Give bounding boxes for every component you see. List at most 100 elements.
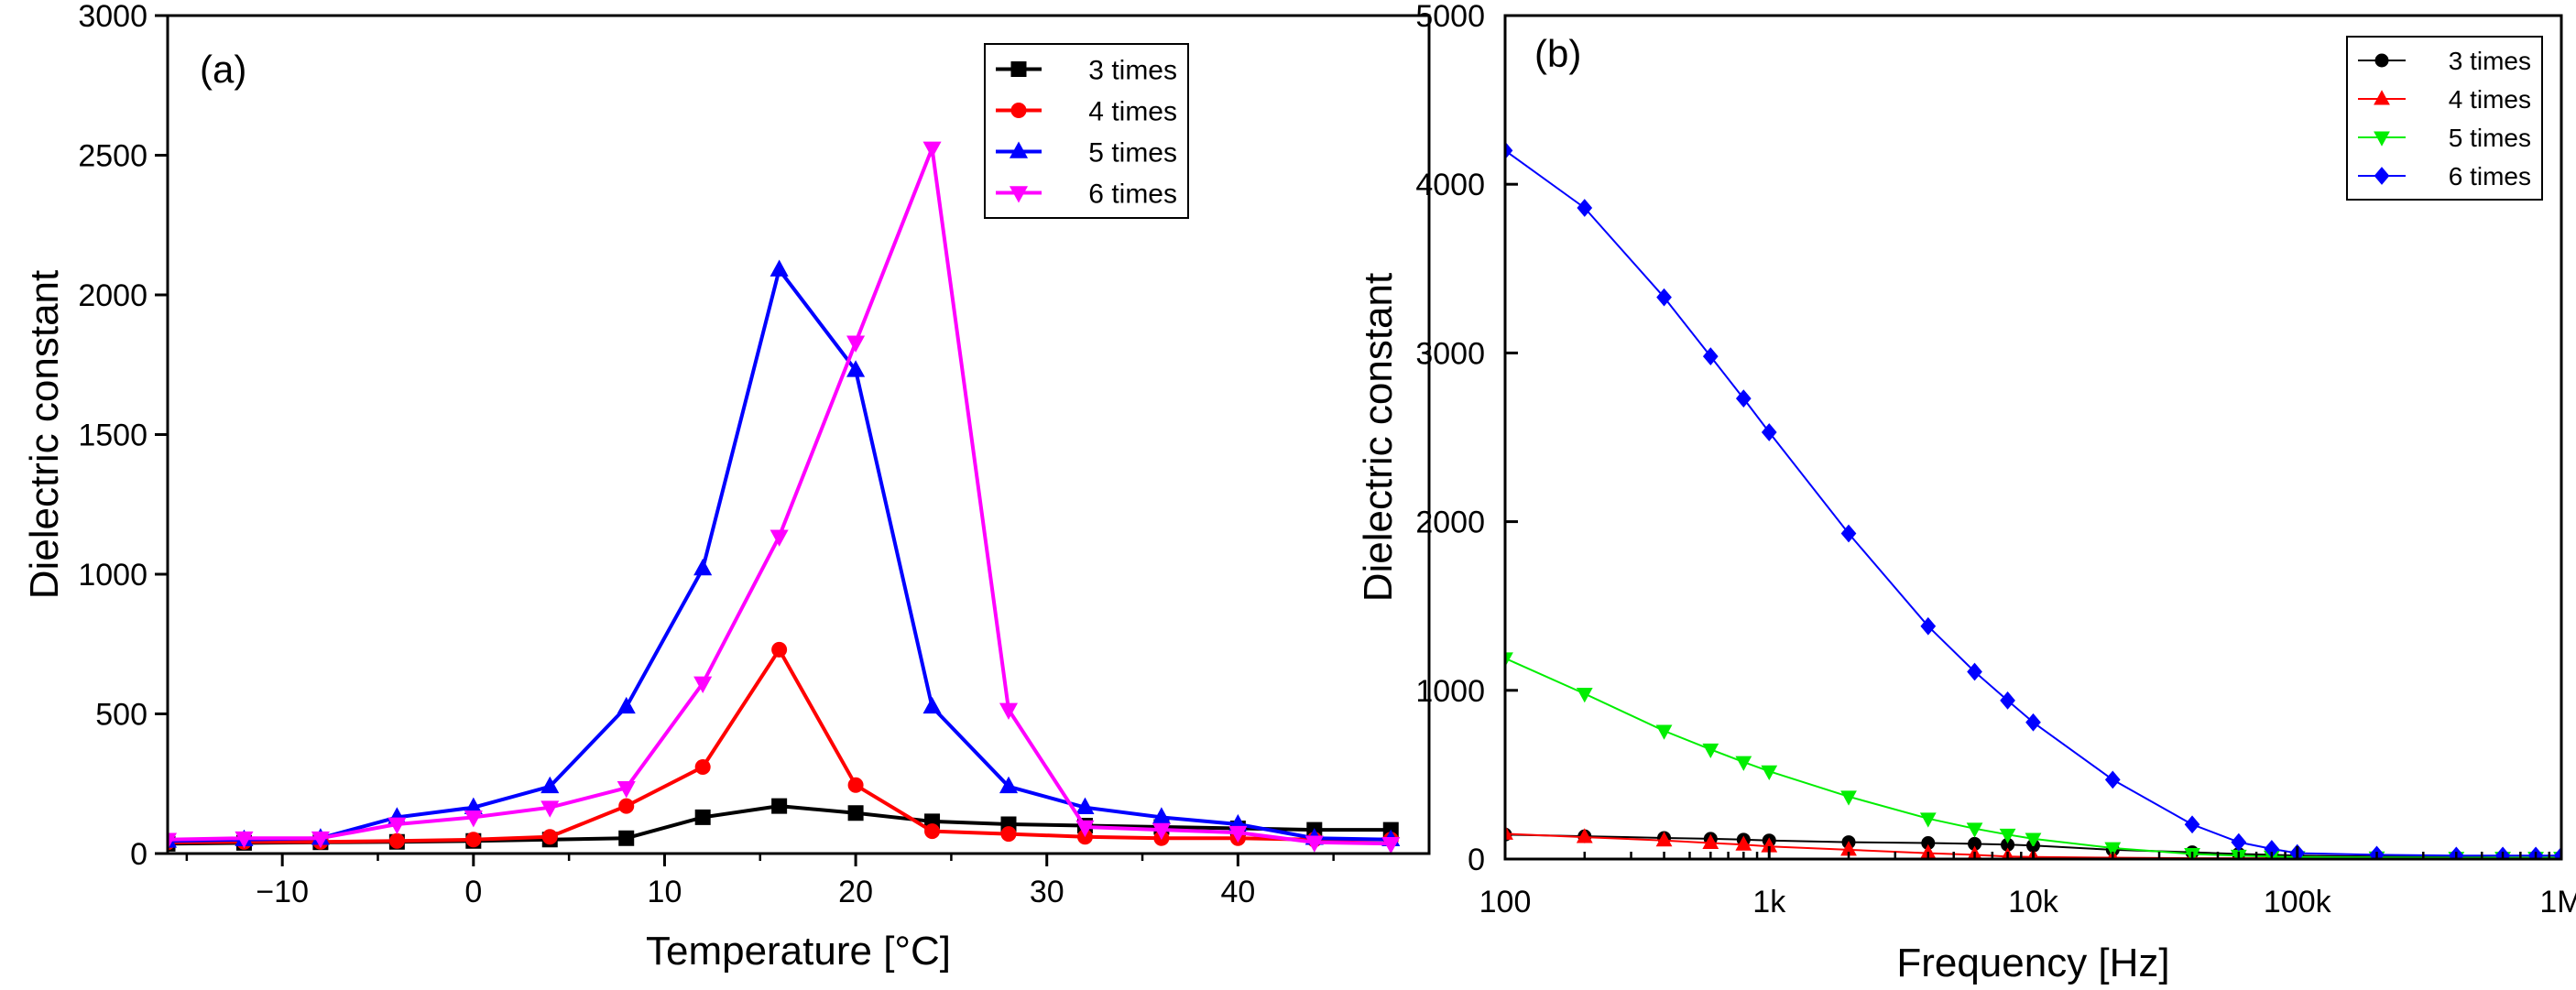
x-tick-label: 1k: [1752, 885, 1786, 919]
data-point-4-times: [1000, 826, 1017, 843]
x-tick-label: 20: [838, 875, 873, 909]
data-point-6-times: [1735, 389, 1752, 408]
data-point-4-times: [1576, 828, 1593, 843]
series-6-times: [168, 141, 1401, 854]
data-point-3-times: [847, 805, 864, 821]
series-4-times: [168, 641, 1399, 851]
data-point-4-times: [1655, 831, 1673, 847]
legend-label-3-times: 3 times: [2449, 47, 2531, 75]
y-tick-label: 0: [1468, 843, 1485, 877]
series-layer-b: [1505, 141, 2561, 859]
data-point-4-times: [1505, 824, 1513, 840]
y-tick-label: 2500: [78, 139, 147, 174]
legend-label-6-times: 6 times: [2449, 162, 2531, 190]
data-point-6-times: [1761, 423, 1777, 441]
legend-marker-5-times: [1009, 141, 1029, 158]
data-point-6-times: [235, 831, 254, 849]
y-tick-label: 3000: [1415, 336, 1485, 371]
chart-panel-a: 0 500 1000 1500 2000 2500 3000 −10 0 10 20 30 40 (a)…: [22, 0, 1431, 974]
series-line-6-times: [168, 146, 1392, 846]
ticks-layer-b: 0 1000 2000 3000 4000 5000 100 1k 10k 100k 1M: [1415, 0, 2576, 919]
legend-marker-3-times: [2374, 53, 2389, 68]
data-point-5-times: [2104, 842, 2122, 857]
x-tick-label: 1M: [2539, 885, 2576, 919]
legend-label-5-times: 5 times: [1088, 137, 1177, 168]
data-point-4-times: [771, 641, 788, 658]
data-point-5-times: [922, 696, 942, 714]
y-tick-label: 1500: [78, 419, 147, 453]
legend-label-4-times: 4 times: [2449, 85, 2531, 114]
data-point-6-times: [2025, 713, 2041, 732]
data-point-6-times: [1702, 347, 1719, 365]
data-point-6-times: [2184, 815, 2200, 834]
y-tick-label: 500: [95, 698, 147, 733]
data-point-6-times: [168, 832, 178, 850]
y-tick-label: 2000: [1415, 506, 1485, 540]
legend-marker-6-times: [2374, 167, 2390, 185]
data-point-5-times: [1735, 756, 1752, 771]
data-point-6-times: [1381, 837, 1401, 854]
data-point-6-times: [2000, 691, 2015, 710]
data-point-6-times: [2553, 846, 2561, 859]
data-point-3-times: [694, 809, 711, 825]
legend-label-5-times: 5 times: [2449, 124, 2531, 152]
x-tick-label: 30: [1030, 875, 1064, 909]
y-tick-label: 0: [130, 837, 147, 872]
data-point-6-times: [387, 817, 407, 835]
y-tick-label: 1000: [78, 558, 147, 593]
data-point-6-times: [1075, 820, 1095, 838]
legend-label-4-times: 4 times: [1088, 96, 1177, 126]
data-point-6-times: [1304, 835, 1324, 853]
ticks-layer-a: 0 500 1000 1500 2000 2500 3000 −10 0 10 20 30 40: [78, 0, 1335, 909]
data-point-5-times: [1761, 765, 1778, 781]
legend-label-6-times: 6 times: [1088, 179, 1177, 209]
data-point-5-times: [2025, 832, 2042, 848]
data-point-4-times: [1702, 833, 1719, 849]
y-tick-label: 3000: [78, 0, 147, 34]
legend-marker-4-times: [2374, 90, 2390, 105]
series-line-5-times: [1505, 657, 2561, 859]
data-point-5-times: [1702, 743, 1719, 759]
data-point-6-times: [311, 831, 330, 849]
data-point-6-times: [1152, 822, 1171, 841]
data-point-5-times: [1075, 797, 1095, 814]
data-point-5-times: [846, 360, 866, 377]
data-point-3-times: [2001, 837, 2015, 852]
data-point-6-times: [1577, 199, 1593, 217]
data-point-6-times: [1505, 141, 1513, 160]
data-point-6-times: [1228, 825, 1248, 843]
data-point-6-times: [1840, 524, 1857, 543]
data-point-4-times: [465, 832, 482, 848]
panel-label-b: (b): [1534, 32, 1581, 75]
data-point-6-times: [2231, 832, 2247, 852]
data-point-5-times: [1999, 828, 2016, 844]
y-axis-title-b: Dielectric constant: [1356, 273, 1401, 602]
y-axis-title-a: Dielectric constant: [22, 270, 67, 599]
x-tick-label: 0: [464, 875, 482, 909]
data-point-5-times: [617, 696, 636, 714]
data-point-6-times: [464, 810, 483, 828]
data-point-6-times: [1967, 662, 1982, 681]
plot-frame-a: [166, 14, 1431, 855]
data-point-6-times: [540, 800, 560, 818]
y-tick-label: 4000: [1415, 168, 1485, 202]
x-tick-label: 100: [1479, 885, 1532, 919]
legend-marker-6-times: [1009, 186, 1029, 203]
data-point-5-times: [540, 776, 560, 794]
data-point-6-times: [1656, 288, 1672, 307]
series-line-5-times: [168, 267, 1392, 843]
data-point-3-times: [1968, 836, 1982, 851]
legend-b: 3 times 4 times 5 times 6 times: [2346, 36, 2543, 201]
x-axis-title-a: Temperature [°C]: [646, 929, 951, 974]
data-point-6-times: [1920, 616, 1937, 636]
data-point-4-times: [847, 777, 864, 793]
data-point-6-times: [693, 676, 713, 693]
data-point-5-times: [1840, 790, 1857, 806]
data-point-6-times: [617, 781, 636, 799]
data-point-5-times: [1966, 822, 1983, 838]
data-point-3-times: [618, 830, 635, 846]
data-point-3-times: [771, 798, 788, 814]
data-point-5-times: [1505, 652, 1513, 668]
